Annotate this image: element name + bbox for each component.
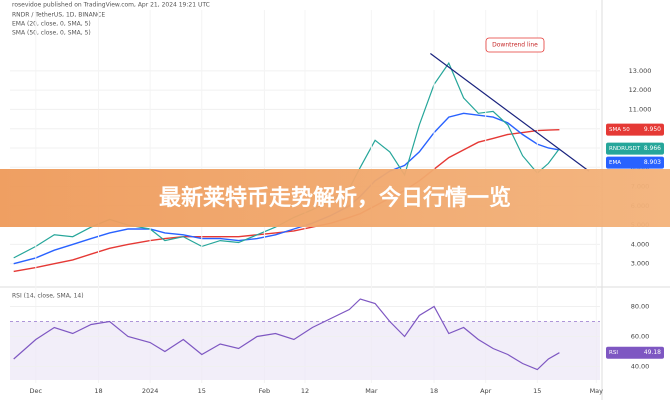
legend-line: RNDR / TetherUS, 1D, BINANCE bbox=[12, 12, 105, 19]
tag-label: 9.950 bbox=[644, 126, 661, 133]
tag-name: RNDRUSDT bbox=[609, 146, 641, 152]
price-tag bbox=[606, 156, 664, 169]
legend-line: EMA (20, close, 0, SMA, 5) bbox=[12, 21, 91, 28]
tag-label: 8.966 bbox=[644, 145, 661, 152]
y-tick-label: 13.000 bbox=[629, 67, 652, 75]
y-tick-label: 4.000 bbox=[631, 240, 650, 248]
rsi-band bbox=[10, 321, 600, 380]
tag-name: RSI bbox=[609, 350, 618, 356]
attribution: rosevidoe published on TradingView.com, … bbox=[12, 2, 210, 9]
x-tick-label: Feb bbox=[259, 387, 271, 395]
x-tick-label: 18 bbox=[430, 387, 438, 395]
x-tick-label: May bbox=[590, 387, 604, 395]
y-tick-label: 11.000 bbox=[629, 105, 652, 113]
annotation-box bbox=[485, 37, 545, 53]
price-tag bbox=[606, 346, 664, 359]
y-tick-label: 80.00 bbox=[631, 303, 650, 311]
x-tick-label: 2024 bbox=[142, 387, 159, 395]
y-tick-label: 60.00 bbox=[631, 333, 650, 341]
x-tick-label: Apr bbox=[480, 387, 492, 395]
x-tick-label: 15 bbox=[198, 387, 206, 395]
x-tick-label: 18 bbox=[94, 387, 102, 395]
price-tag bbox=[606, 123, 664, 136]
x-tick-label: 12 bbox=[301, 387, 309, 395]
y-tick-label: 40.00 bbox=[631, 363, 650, 371]
x-tick-label: Dec bbox=[30, 387, 43, 395]
legend-line: SMA (50, close, 0, SMA, 5) bbox=[12, 30, 91, 37]
x-tick-label: 15 bbox=[533, 387, 541, 395]
tag-label: 49.18 bbox=[644, 349, 661, 356]
tag-label: 8.903 bbox=[644, 159, 661, 166]
tag-name: EMA bbox=[609, 160, 621, 166]
tag-name: SMA 50 bbox=[609, 127, 630, 133]
annotation-text: Downtrend line bbox=[492, 42, 538, 49]
trend-line bbox=[430, 53, 590, 172]
y-tick-label: 3.000 bbox=[631, 260, 650, 268]
banner bbox=[0, 169, 670, 227]
series-line bbox=[13, 298, 560, 371]
banner-text: 最新莱特币走势解析，今日行情一览 bbox=[159, 185, 511, 211]
price-tag bbox=[606, 142, 664, 155]
panel-title: RSI (14, close, SMA, 14) bbox=[12, 293, 84, 300]
plot bbox=[10, 298, 600, 380]
x-tick-label: Mar bbox=[365, 387, 378, 395]
y-tick-label: 12.000 bbox=[629, 86, 652, 94]
